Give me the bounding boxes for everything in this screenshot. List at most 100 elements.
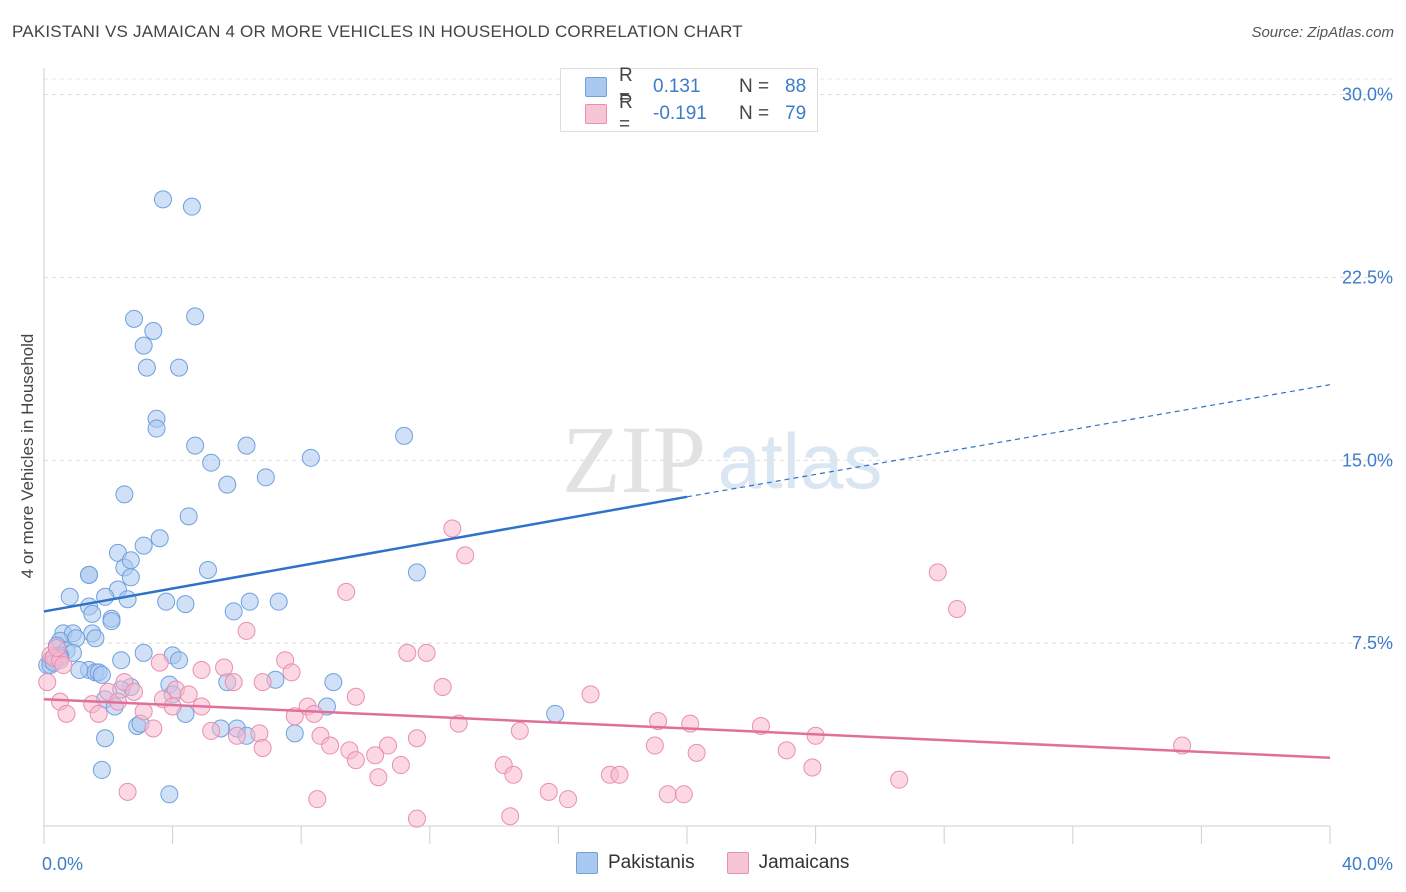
data-point: [70, 660, 89, 679]
data-point: [559, 790, 578, 809]
tick-labels: 7.5% 15.0% 22.5% 30.0% 0.0% 40.0%: [42, 85, 1393, 874]
data-point: [134, 702, 153, 721]
data-point: [948, 599, 967, 618]
data-point: [38, 673, 57, 692]
x-tick-label: 0.0%: [42, 854, 83, 874]
data-point: [395, 426, 414, 445]
data-point: [539, 782, 558, 801]
x-tick-label: 40.0%: [1342, 854, 1393, 874]
data-point: [115, 485, 134, 504]
watermark-atlas: atlas: [718, 417, 883, 505]
data-point: [121, 568, 140, 587]
legend-row-pakistanis: R = 0.131 N = 88: [585, 65, 807, 108]
legend-swatch-pakistanis: [585, 77, 607, 97]
data-point: [112, 651, 131, 670]
data-point: [301, 448, 320, 467]
data-point: [305, 704, 324, 723]
legend-n-value: 88: [785, 76, 807, 97]
data-point: [96, 729, 115, 748]
series-legend-jamaicans[interactable]: Jamaicans: [726, 852, 850, 874]
data-point: [224, 602, 243, 621]
data-point: [150, 653, 169, 672]
data-point: [179, 685, 198, 704]
data-point: [687, 743, 706, 762]
data-point: [227, 726, 246, 745]
data-point: [157, 592, 176, 611]
y-tick-label: 22.5%: [1342, 267, 1393, 287]
data-point: [192, 660, 211, 679]
data-points: [38, 190, 1192, 828]
data-point: [658, 785, 677, 804]
series-label-jamaicans: Jamaicans: [758, 852, 850, 873]
data-point: [134, 336, 153, 355]
legend-r-value: -0.191: [653, 103, 707, 124]
gridlines: [44, 78, 1392, 644]
y-tick-label: 15.0%: [1342, 450, 1393, 470]
data-point: [269, 592, 288, 611]
watermark: ZIP atlas: [562, 406, 882, 513]
legend-n-value: 79: [785, 103, 807, 124]
data-point: [510, 721, 529, 740]
y-tick-label: 30.0%: [1342, 85, 1393, 105]
data-point: [240, 592, 259, 611]
data-point: [186, 436, 205, 455]
data-point: [407, 563, 426, 582]
data-point: [398, 643, 417, 662]
legend-n-label: N =: [739, 103, 770, 124]
data-point: [125, 309, 144, 328]
data-point: [170, 358, 189, 377]
data-point: [321, 736, 340, 755]
data-point: [86, 629, 105, 648]
data-point: [308, 790, 327, 809]
data-point: [443, 519, 462, 538]
data-point: [253, 673, 272, 692]
data-point: [237, 621, 256, 640]
data-point: [60, 587, 79, 606]
data-point: [215, 658, 234, 677]
data-point: [150, 529, 169, 548]
data-point: [218, 475, 237, 494]
data-point: [256, 468, 275, 487]
data-point: [928, 563, 947, 582]
data-point: [80, 565, 99, 584]
data-point: [777, 741, 796, 760]
data-point: [803, 758, 822, 777]
data-point: [202, 721, 221, 740]
data-point: [751, 717, 770, 736]
data-point: [134, 643, 153, 662]
data-point: [83, 604, 102, 623]
data-point: [102, 612, 121, 631]
data-point: [366, 746, 385, 765]
data-point: [324, 673, 343, 692]
data-point: [92, 760, 111, 779]
data-point: [54, 656, 73, 675]
data-point: [581, 685, 600, 704]
data-point: [202, 453, 221, 472]
data-point: [121, 551, 140, 570]
data-point: [137, 358, 156, 377]
series-legend: Pakistanis Jamaicans: [576, 852, 881, 874]
data-point: [501, 807, 520, 826]
data-point: [92, 665, 111, 684]
data-point: [182, 197, 201, 216]
data-point: [147, 419, 166, 438]
legend-swatch-jamaicans: [585, 104, 607, 124]
data-point: [118, 590, 137, 609]
data-point: [198, 560, 217, 579]
trend-line: [43, 495, 688, 613]
chart-title: PAKISTANI VS JAMAICAN 4 OR MORE VEHICLES…: [12, 22, 743, 41]
series-legend-pakistanis[interactable]: Pakistanis: [576, 852, 695, 874]
data-point: [170, 651, 189, 670]
data-point: [176, 595, 195, 614]
legend-row-jamaicans: R = -0.191 N = 79: [585, 92, 807, 135]
series-jamaicans: [38, 519, 1192, 828]
data-point: [407, 729, 426, 748]
data-point: [346, 687, 365, 706]
data-point: [504, 765, 523, 784]
data-point: [134, 536, 153, 555]
data-point: [144, 719, 163, 738]
data-point: [57, 704, 76, 723]
data-point: [253, 738, 272, 757]
y-tick-label: 7.5%: [1352, 633, 1393, 653]
data-point: [250, 724, 269, 743]
